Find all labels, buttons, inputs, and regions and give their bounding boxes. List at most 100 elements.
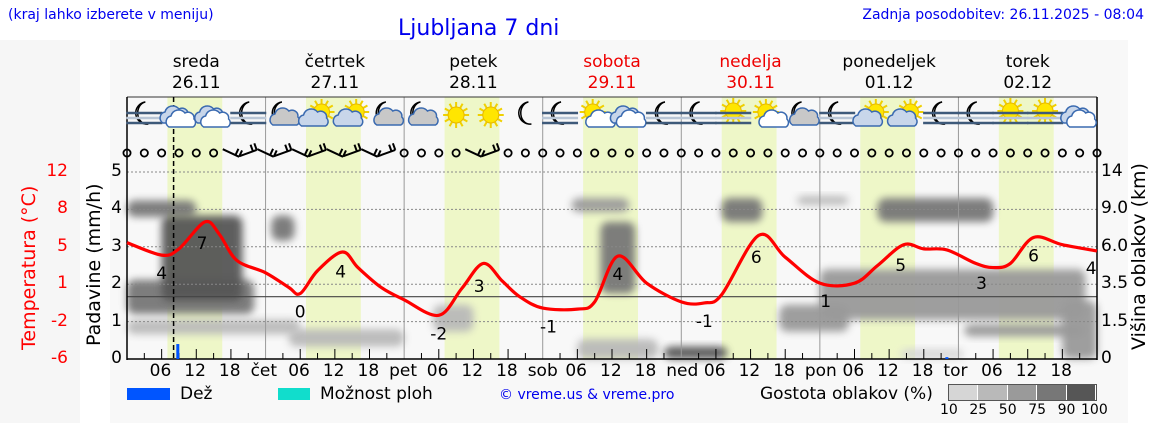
sun-disc bbox=[1001, 102, 1019, 120]
barb-feather bbox=[376, 150, 382, 158]
sun-ray bbox=[444, 118, 450, 123]
wind-barb-icon bbox=[308, 143, 327, 158]
day-header-name: četrtek bbox=[304, 52, 366, 72]
calm-wind-icon bbox=[901, 148, 911, 158]
wind-barb-icon bbox=[481, 143, 501, 158]
moon-fog-icon bbox=[680, 101, 717, 125]
barb-feather bbox=[272, 150, 278, 158]
barb-feather bbox=[253, 143, 258, 151]
x-tick-label: 06 bbox=[565, 361, 587, 381]
cloud-overcast-icon bbox=[609, 105, 647, 128]
day-header-date: 26.11 bbox=[171, 73, 221, 93]
x-tick-label: 06 bbox=[842, 361, 865, 381]
moon-fog-icon bbox=[126, 101, 163, 125]
temperature-label: 5 bbox=[895, 256, 906, 276]
day-header-date: 27.11 bbox=[310, 73, 360, 93]
moon-fog-icon bbox=[819, 101, 856, 125]
sun-ray bbox=[585, 100, 590, 106]
density-swatch bbox=[978, 385, 1008, 400]
barb-feather bbox=[480, 150, 486, 158]
x-tick-label: 18 bbox=[911, 361, 934, 381]
calm-wind-icon bbox=[642, 148, 652, 158]
showers-legend-swatch bbox=[278, 388, 310, 400]
density-swatch bbox=[949, 385, 979, 400]
x-tick-label: 12 bbox=[877, 361, 899, 381]
temperature-label: 4 bbox=[612, 265, 623, 285]
barb-feather bbox=[318, 144, 324, 152]
sun-ray bbox=[1003, 99, 1008, 105]
calm-wind-icon bbox=[694, 148, 704, 158]
sun-ray bbox=[1037, 99, 1042, 105]
day-header-name: torek bbox=[1005, 52, 1050, 72]
x-tick-label: 06 bbox=[426, 361, 449, 381]
barb-shaft bbox=[222, 148, 240, 158]
calm-wind-icon bbox=[659, 148, 669, 158]
sun-ray bbox=[462, 118, 468, 123]
cloud-height-tick-label: 14 bbox=[1101, 161, 1123, 181]
cloud-density-legend-label: Gostota oblakov (%) bbox=[760, 384, 933, 404]
cloud bbox=[297, 108, 329, 127]
calm-wind-icon bbox=[832, 148, 842, 158]
daylight-band bbox=[721, 97, 777, 359]
calm-wind-icon bbox=[1092, 148, 1102, 158]
calm-wind-icon bbox=[780, 148, 790, 158]
cloud-height-tick-label: 0 bbox=[1101, 348, 1112, 368]
precipitation-tick-label: 0 bbox=[111, 348, 122, 368]
sun-ray bbox=[448, 103, 453, 109]
wind-barb-icon bbox=[291, 148, 313, 158]
sun-cloud-icon bbox=[297, 99, 335, 127]
left-panel bbox=[0, 40, 80, 423]
sun-ray bbox=[459, 121, 464, 127]
x-tick-label: 18 bbox=[496, 361, 518, 381]
sun-fog-icon bbox=[715, 98, 752, 125]
calm-wind-icon bbox=[919, 148, 929, 158]
calm-wind-icon bbox=[607, 148, 617, 158]
sun-ray bbox=[580, 104, 587, 109]
sun-ray bbox=[599, 104, 605, 109]
temperature-label: -1 bbox=[540, 317, 557, 337]
sun-ray bbox=[868, 100, 873, 106]
barb-feather bbox=[388, 144, 393, 152]
precipitation-bar bbox=[945, 357, 949, 359]
moon-fog-icon bbox=[923, 101, 960, 125]
temperature-line bbox=[126, 219, 1098, 318]
sun-ray bbox=[725, 99, 731, 105]
sun-ray bbox=[739, 103, 746, 108]
moon-fog-icon bbox=[645, 101, 682, 125]
cloud bbox=[886, 108, 918, 127]
x-tick-label: 12 bbox=[1015, 361, 1038, 381]
location-hint[interactable]: (kraj lahko izberete v meniju) bbox=[8, 7, 214, 23]
sun-cloud-icon bbox=[852, 99, 889, 127]
sun-ray bbox=[1016, 103, 1023, 108]
copyright-link[interactable]: © vreme.us & vreme.pro bbox=[499, 387, 675, 403]
calm-wind-icon bbox=[1023, 148, 1033, 158]
moon bbox=[518, 101, 532, 125]
precipitation-tick-label: 5 bbox=[111, 161, 122, 181]
moon-fog-icon bbox=[542, 101, 579, 125]
sun-ray bbox=[754, 104, 760, 109]
temperature-tick-label: -6 bbox=[51, 348, 68, 368]
calm-wind-icon bbox=[451, 148, 461, 158]
x-tick-label: 18 bbox=[218, 361, 241, 381]
sun-ray bbox=[327, 115, 334, 120]
barb-shaft bbox=[256, 148, 275, 158]
moon-cloud-icon bbox=[788, 101, 820, 126]
temperature-label: 4 bbox=[335, 262, 346, 282]
calm-wind-icon bbox=[884, 148, 894, 158]
cloud-density-scale bbox=[948, 384, 1097, 401]
sun-ray bbox=[1013, 99, 1018, 105]
day-header-name: petek bbox=[449, 52, 498, 72]
sun-ray bbox=[497, 118, 503, 123]
calm-wind-icon bbox=[850, 148, 860, 158]
sun-ray bbox=[882, 115, 888, 120]
x-tick-label: 18 bbox=[1050, 361, 1072, 381]
cloud-density-blob bbox=[288, 329, 405, 347]
cloud-overcast-icon bbox=[1060, 105, 1097, 128]
wind-barb-icon bbox=[239, 143, 258, 158]
barb-feather bbox=[342, 150, 347, 158]
temperature-tick-label: 5 bbox=[57, 235, 68, 256]
calm-wind-icon bbox=[676, 148, 686, 158]
page-title: Ljubljana 7 dni bbox=[398, 16, 560, 41]
temperature-label: -2 bbox=[430, 324, 447, 344]
x-tick-label: 18 bbox=[357, 361, 380, 381]
